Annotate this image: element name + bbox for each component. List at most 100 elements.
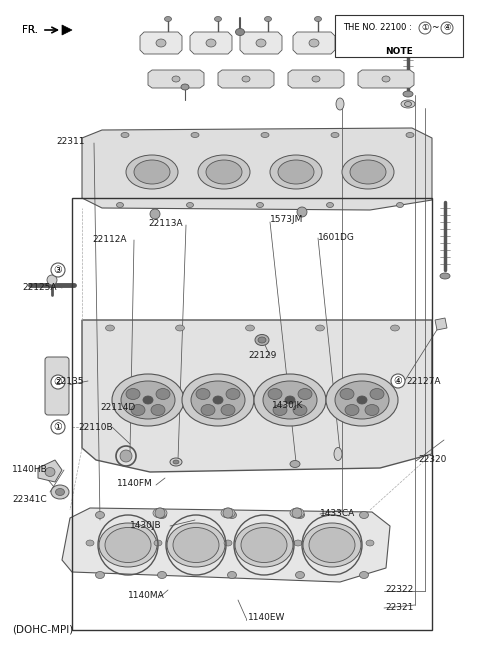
Ellipse shape: [345, 405, 359, 415]
Ellipse shape: [112, 374, 184, 426]
Ellipse shape: [173, 460, 179, 464]
Circle shape: [292, 508, 302, 518]
Ellipse shape: [187, 203, 193, 207]
Ellipse shape: [326, 374, 398, 426]
Ellipse shape: [331, 132, 339, 138]
Polygon shape: [288, 70, 344, 88]
Text: (DOHC-MPI): (DOHC-MPI): [12, 625, 73, 635]
Text: 22113A: 22113A: [148, 220, 182, 228]
Ellipse shape: [105, 528, 151, 563]
Ellipse shape: [157, 572, 167, 578]
Ellipse shape: [245, 325, 254, 331]
Ellipse shape: [126, 388, 140, 399]
Text: 1430JB: 1430JB: [130, 520, 162, 530]
Text: ~: ~: [431, 24, 439, 32]
Ellipse shape: [121, 132, 129, 138]
Ellipse shape: [241, 528, 287, 563]
Ellipse shape: [56, 488, 64, 495]
Ellipse shape: [340, 388, 354, 399]
Polygon shape: [82, 128, 432, 210]
Ellipse shape: [303, 523, 361, 567]
Ellipse shape: [86, 540, 94, 546]
Ellipse shape: [273, 405, 287, 415]
Ellipse shape: [206, 39, 216, 47]
Ellipse shape: [391, 325, 399, 331]
Ellipse shape: [153, 508, 167, 518]
Ellipse shape: [134, 160, 170, 184]
Ellipse shape: [370, 388, 384, 399]
Ellipse shape: [226, 388, 240, 399]
Ellipse shape: [96, 511, 105, 519]
Text: 1140HB: 1140HB: [12, 465, 48, 474]
Ellipse shape: [131, 405, 145, 415]
Text: FR.: FR.: [22, 25, 38, 35]
FancyBboxPatch shape: [45, 357, 69, 415]
Ellipse shape: [213, 396, 223, 404]
Ellipse shape: [350, 160, 386, 184]
Ellipse shape: [365, 405, 379, 415]
Ellipse shape: [121, 381, 175, 419]
Ellipse shape: [224, 540, 232, 546]
Ellipse shape: [191, 381, 245, 419]
Polygon shape: [293, 32, 335, 54]
Ellipse shape: [403, 91, 413, 97]
Ellipse shape: [173, 528, 219, 563]
Polygon shape: [345, 32, 387, 54]
Text: 22321: 22321: [385, 603, 413, 611]
Ellipse shape: [198, 155, 250, 189]
Ellipse shape: [314, 16, 322, 22]
Polygon shape: [358, 70, 414, 88]
Ellipse shape: [401, 100, 415, 108]
Text: 22129: 22129: [248, 351, 276, 359]
Text: 1601DG: 1601DG: [318, 232, 355, 241]
Ellipse shape: [221, 508, 235, 518]
Ellipse shape: [235, 523, 293, 567]
Ellipse shape: [335, 381, 389, 419]
Ellipse shape: [228, 511, 237, 519]
Ellipse shape: [309, 528, 355, 563]
Polygon shape: [240, 32, 282, 54]
Circle shape: [51, 263, 65, 277]
Ellipse shape: [51, 485, 69, 499]
Ellipse shape: [157, 511, 167, 519]
Ellipse shape: [293, 405, 307, 415]
Ellipse shape: [201, 405, 215, 415]
Ellipse shape: [312, 76, 320, 82]
Ellipse shape: [151, 405, 165, 415]
Text: 1573JM: 1573JM: [270, 216, 303, 224]
Ellipse shape: [278, 160, 314, 184]
Ellipse shape: [156, 388, 170, 399]
Text: 22322: 22322: [385, 586, 413, 594]
Ellipse shape: [106, 325, 115, 331]
Ellipse shape: [196, 388, 210, 399]
Circle shape: [419, 22, 431, 34]
Ellipse shape: [154, 540, 162, 546]
Polygon shape: [62, 508, 390, 582]
Bar: [335, 15, 463, 57]
Ellipse shape: [206, 160, 242, 184]
Ellipse shape: [256, 39, 266, 47]
Text: ③: ③: [54, 265, 62, 275]
Ellipse shape: [285, 396, 295, 404]
Text: 1140MA: 1140MA: [128, 592, 165, 601]
Ellipse shape: [258, 337, 266, 343]
Ellipse shape: [326, 203, 334, 207]
Ellipse shape: [215, 16, 221, 22]
Text: 22311: 22311: [56, 138, 84, 147]
Ellipse shape: [294, 540, 302, 546]
Ellipse shape: [342, 155, 394, 189]
Ellipse shape: [382, 76, 390, 82]
Text: NOTE: NOTE: [385, 47, 413, 55]
Ellipse shape: [99, 523, 157, 567]
Text: 1433CA: 1433CA: [320, 509, 355, 517]
Polygon shape: [62, 25, 72, 35]
Ellipse shape: [256, 203, 264, 207]
Ellipse shape: [360, 511, 369, 519]
Ellipse shape: [296, 572, 304, 578]
Ellipse shape: [290, 508, 304, 518]
Ellipse shape: [156, 39, 166, 47]
Text: 1140EW: 1140EW: [248, 613, 286, 622]
Circle shape: [150, 209, 160, 219]
Text: ②: ②: [54, 377, 62, 387]
Text: ④: ④: [443, 24, 451, 32]
